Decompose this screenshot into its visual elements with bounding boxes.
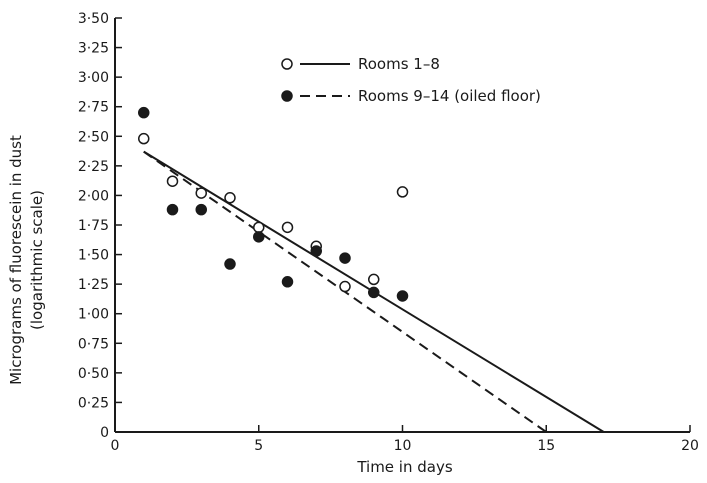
y-tick-label: 3·50 xyxy=(78,11,109,27)
y-tick-label: 1·75 xyxy=(78,218,109,234)
y-tick-label: 1·50 xyxy=(78,248,109,264)
data-point-rooms-1-8 xyxy=(195,187,207,199)
data-point-rooms-9-14 xyxy=(368,286,380,299)
data-point-rooms-1-8 xyxy=(368,273,380,286)
x-tick-label: 0 xyxy=(111,438,120,454)
data-point-rooms-1-8 xyxy=(166,175,179,187)
legend-marker-open xyxy=(281,58,293,70)
data-point-rooms-1-8 xyxy=(138,132,150,145)
y-tick-label: 2·00 xyxy=(78,188,109,204)
y-tick-label: 0 xyxy=(100,425,109,441)
data-point-rooms-9-14 xyxy=(281,276,294,288)
data-points xyxy=(138,106,409,302)
y-tick-label: 1·00 xyxy=(78,307,109,323)
y-tick-label: 0·50 xyxy=(78,366,109,382)
data-point-rooms-1-8 xyxy=(339,280,351,293)
data-point-rooms-1-8 xyxy=(396,186,409,198)
x-tick-label: 5 xyxy=(254,438,263,454)
data-point-rooms-9-14 xyxy=(396,290,409,302)
y-tick-label: 3·00 xyxy=(78,70,109,86)
y-axis-subtitle: (logarithmic scale) xyxy=(28,190,46,330)
data-point-rooms-9-14 xyxy=(339,252,351,264)
legend-label: Rooms 1–8 xyxy=(358,55,440,73)
x-tick-label: 20 xyxy=(681,438,699,454)
y-tick-label: 2·75 xyxy=(78,100,109,116)
x-tick-label: 10 xyxy=(394,438,412,454)
data-point-rooms-1-8 xyxy=(253,221,265,234)
data-point-rooms-1-8 xyxy=(224,192,236,204)
data-point-rooms-9-14 xyxy=(195,203,207,216)
legend: Rooms 1–8 Rooms 9–14 (oiled floor) xyxy=(281,55,541,105)
legend-marker-filled xyxy=(281,90,293,102)
y-axis-title: Micrograms of fluorescein in dust xyxy=(7,135,25,385)
y-tick-label: 2·25 xyxy=(78,159,109,175)
y-tick-label: 0·75 xyxy=(78,336,109,352)
y-tick-label: 0·25 xyxy=(78,395,109,411)
data-point-rooms-9-14 xyxy=(224,258,236,270)
data-point-rooms-1-8 xyxy=(281,221,294,234)
x-axis-title: Time in days xyxy=(356,458,453,476)
axes: 0 0·25 0·50 0·75 1·00 1·25 1·50 1·75 2·00 2·25 2·5… xyxy=(78,11,699,454)
fit-lines xyxy=(143,150,690,433)
data-point-rooms-9-14 xyxy=(253,231,265,243)
y-tick-label: 1·25 xyxy=(78,277,109,293)
data-point-rooms-9-14 xyxy=(310,245,322,257)
data-point-rooms-9-14 xyxy=(166,203,179,216)
data-point-rooms-9-14 xyxy=(138,106,150,119)
y-tick-label: 2·50 xyxy=(78,129,109,145)
y-tick-label: 3·25 xyxy=(78,41,109,57)
x-tick-label: 15 xyxy=(537,438,555,454)
legend-label: Rooms 9–14 (oiled floor) xyxy=(358,87,541,105)
